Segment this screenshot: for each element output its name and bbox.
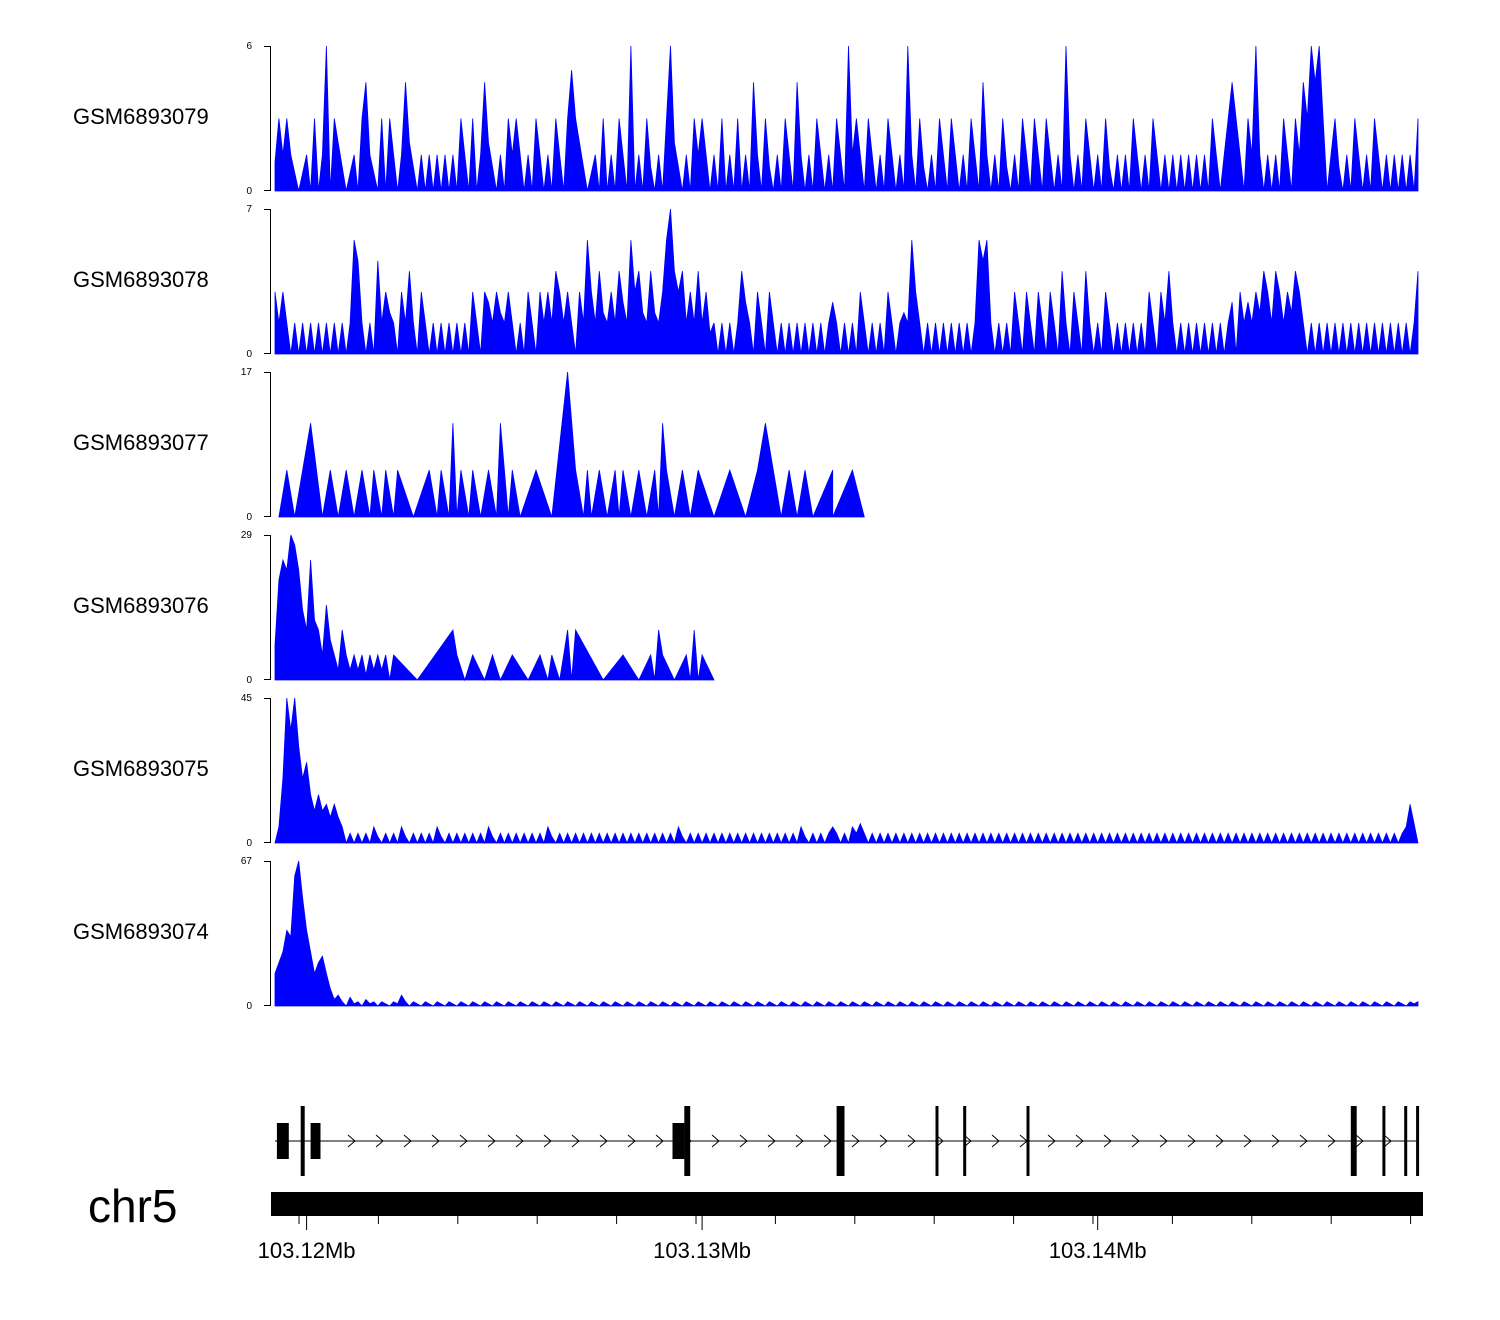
exon-cds	[300, 1106, 305, 1176]
exon-cds	[1026, 1106, 1030, 1176]
track-GSM6893075: GSM6893075 45 0	[73, 693, 1419, 849]
strand-arrow	[1103, 1134, 1112, 1148]
y-tick-label-max: 7	[246, 204, 252, 215]
strand-arrow	[1075, 1134, 1084, 1148]
strand-arrow	[1187, 1134, 1196, 1148]
exon-cds	[684, 1106, 691, 1176]
y-tick-label-max: 17	[241, 367, 253, 378]
strand-arrow	[375, 1134, 384, 1148]
strand-arrow	[515, 1134, 524, 1148]
exon-utr	[310, 1123, 321, 1159]
strand-arrow	[431, 1134, 440, 1148]
exon-utr	[276, 1123, 289, 1159]
x-tick-label: 103.12Mb	[258, 1238, 356, 1263]
exon-cds	[1416, 1106, 1420, 1176]
coverage-area	[274, 860, 1419, 1007]
y-tick-label-zero: 0	[246, 349, 252, 360]
coverage-area	[274, 697, 1419, 845]
strand-arrow	[711, 1134, 720, 1148]
exon-cds	[1350, 1106, 1357, 1176]
chromosome-axis: chr5 103.12Mb 103.13Mb 103.14Mb	[88, 1180, 1423, 1263]
strand-arrow	[907, 1134, 916, 1148]
strand-arrow	[571, 1134, 580, 1148]
y-tick-label-zero: 0	[246, 1001, 252, 1012]
y-tick-label-max: 29	[241, 530, 253, 541]
track-label: GSM6893076	[73, 593, 209, 618]
exon-cds	[935, 1106, 939, 1176]
strand-arrow	[1047, 1134, 1056, 1148]
strand-arrow	[739, 1134, 748, 1148]
strand-arrow	[459, 1134, 468, 1148]
strand-arrow	[1243, 1134, 1252, 1148]
strand-arrow	[1327, 1134, 1336, 1148]
x-tick-label: 103.14Mb	[1049, 1238, 1147, 1263]
strand-arrow	[823, 1134, 832, 1148]
y-tick-label-zero: 0	[246, 675, 252, 686]
coverage-tracks: GSM689307960GSM689307870GSM6893077170GSM…	[73, 41, 1419, 1012]
strand-arrow	[599, 1134, 608, 1148]
strand-arrow	[1131, 1134, 1140, 1148]
chromosome-label: chr5	[88, 1180, 177, 1232]
track-GSM6893076: GSM6893076 29 0	[73, 530, 715, 686]
strand-arrow	[627, 1134, 636, 1148]
y-tick-label-zero: 0	[246, 838, 252, 849]
strand-arrow	[1355, 1134, 1364, 1148]
gene-model-track	[274, 1106, 1420, 1176]
strand-arrow	[1271, 1134, 1280, 1148]
strand-arrow	[767, 1134, 776, 1148]
coverage-area	[274, 45, 1419, 192]
track-label: GSM6893074	[73, 919, 209, 944]
track-GSM6893074: GSM6893074 67 0	[73, 856, 1419, 1012]
coverage-area	[278, 371, 865, 519]
strand-arrow	[1383, 1134, 1392, 1148]
strand-arrow	[879, 1134, 888, 1148]
track-GSM6893079: GSM6893079 6 0	[73, 41, 1419, 197]
strand-arrow	[963, 1134, 972, 1148]
y-tick-label-max: 45	[241, 693, 253, 704]
track-GSM6893077: GSM6893077 17 0	[73, 367, 865, 523]
strand-arrow	[655, 1134, 664, 1148]
strand-arrow	[991, 1134, 1000, 1148]
exon-cds	[963, 1106, 967, 1176]
strand-arrow	[1299, 1134, 1308, 1148]
track-label: GSM6893075	[73, 756, 209, 781]
strand-arrow	[1215, 1134, 1224, 1148]
track-label: GSM6893078	[73, 267, 209, 292]
strand-arrow	[795, 1134, 804, 1148]
strand-arrow	[543, 1134, 552, 1148]
coverage-area	[274, 534, 715, 682]
y-tick-label-zero: 0	[246, 512, 252, 523]
track-GSM6893078: GSM6893078 7 0	[73, 204, 1419, 360]
strand-arrow	[851, 1134, 860, 1148]
track-label: GSM6893077	[73, 430, 209, 455]
strand-arrow	[487, 1134, 496, 1148]
strand-arrow	[1159, 1134, 1168, 1148]
x-tick-label: 103.13Mb	[653, 1238, 751, 1263]
strand-arrow	[347, 1134, 356, 1148]
y-tick-label-max: 6	[246, 41, 252, 52]
chromosome-bar	[271, 1192, 1423, 1216]
coverage-area	[274, 208, 1419, 355]
y-tick-label-zero: 0	[246, 186, 252, 197]
y-tick-label-max: 67	[241, 856, 253, 867]
exon-utr	[672, 1123, 685, 1159]
track-label: GSM6893079	[73, 104, 209, 129]
strand-arrow	[403, 1134, 412, 1148]
exon-cds	[836, 1106, 845, 1176]
exon-cds	[1382, 1106, 1386, 1176]
exon-cds	[1404, 1106, 1408, 1176]
